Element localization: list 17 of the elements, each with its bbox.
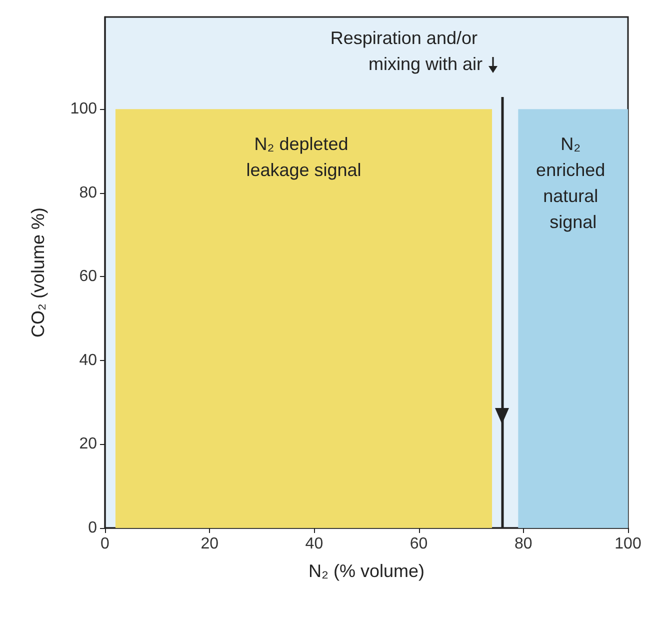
series-label: N₂ depleted leakage signal xyxy=(246,134,362,180)
legend-label: Respiration and/or mixing with air xyxy=(330,28,482,74)
y-tick-label: 20 xyxy=(79,436,98,453)
y-tick-label: 100 xyxy=(70,100,98,118)
x-axis-title: N₂ (% volume) xyxy=(308,561,425,581)
y-tick-label: 0 xyxy=(88,520,98,536)
y-tick-label: 80 xyxy=(79,184,98,202)
x-tick-label: 0 xyxy=(100,536,110,552)
y-axis-title: CO₂ (volume %) xyxy=(28,207,48,338)
x-tick-label: 100 xyxy=(614,536,642,552)
y-tick-label: 60 xyxy=(79,268,98,286)
x-tick-label: 40 xyxy=(305,536,324,552)
y-tick-label: 40 xyxy=(79,352,98,369)
series-label: N₂ enriched natural signal xyxy=(536,134,610,232)
x-tick-label: 60 xyxy=(410,536,428,552)
x-tick-label: 80 xyxy=(514,536,532,552)
x-tick-label: 20 xyxy=(200,536,219,552)
